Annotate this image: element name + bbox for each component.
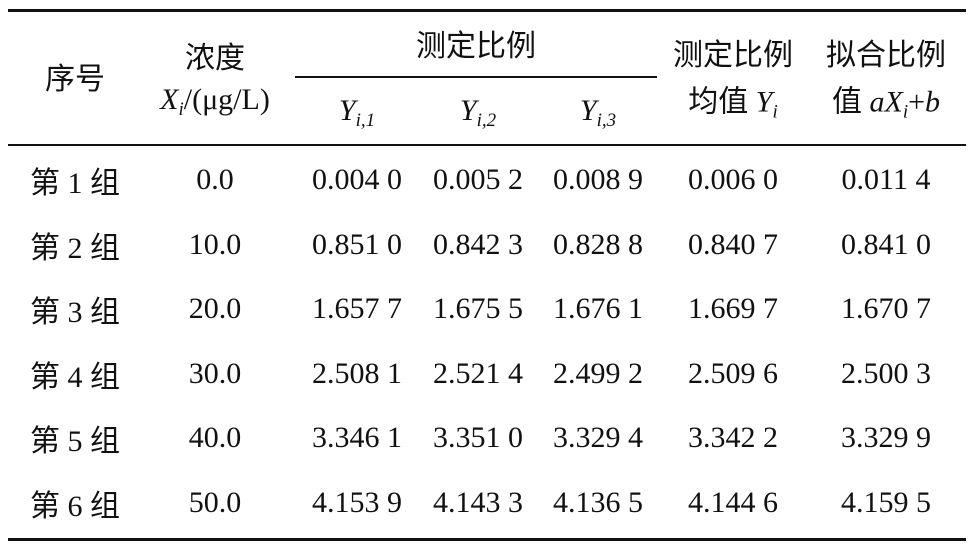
cell: 1.670 7 (841, 292, 931, 326)
cell: 10.0 (188, 227, 242, 261)
cell: 20.0 (188, 292, 242, 326)
op: + (908, 85, 926, 119)
row-label: 第 6 组 (30, 490, 120, 523)
cell: 3.351 0 (433, 421, 523, 455)
cell: 0.0 (196, 163, 234, 196)
cell: 4.159 5 (841, 486, 931, 519)
const: b (925, 85, 941, 119)
header-mean: 测定比例 (673, 39, 793, 72)
header-measured: 测定比例 (416, 30, 536, 63)
cell: 2.499 2 (553, 356, 643, 390)
cell: 1.657 7 (312, 292, 402, 326)
header-rule (8, 144, 966, 146)
header-conc: 浓度 (185, 42, 245, 75)
cell: 0.828 8 (553, 227, 643, 261)
cell: 0.841 0 (841, 227, 931, 261)
var: Y (755, 85, 773, 119)
bottom-rule (8, 538, 966, 541)
var: Y (459, 94, 477, 127)
header-sample: Yi,2 (460, 94, 496, 132)
cell: 2.521 4 (433, 356, 523, 390)
header-sample: Yi,1 (339, 94, 375, 132)
header-fit-2: 值 aXi+b (832, 77, 940, 124)
text: 均值 (688, 85, 756, 119)
cell: 0.004 0 (312, 163, 402, 196)
cell: 30.0 (188, 356, 242, 390)
cell: 0.851 0 (312, 227, 402, 261)
cell: 2.509 6 (688, 356, 778, 390)
cell: 1.676 1 (553, 292, 643, 326)
sub: i,2 (476, 110, 497, 131)
cell: 1.675 5 (433, 292, 523, 326)
cell: 40.0 (188, 421, 242, 455)
sub: i,1 (355, 110, 376, 131)
group-rule (295, 76, 657, 78)
sub: i (178, 99, 184, 120)
cell: 3.329 9 (841, 421, 931, 455)
var: Y (338, 94, 356, 127)
cell: 50.0 (188, 486, 242, 519)
top-rule (8, 9, 966, 12)
cell: 0.842 3 (433, 227, 523, 261)
header-conc-unit: Xi/(μg/L) (160, 83, 270, 121)
cell: 0.840 7 (688, 227, 778, 261)
cell: 4.136 5 (553, 486, 643, 519)
row-label: 第 4 组 (30, 360, 120, 394)
cell: 1.669 7 (688, 292, 778, 326)
sub: i (772, 101, 778, 123)
header-fit: 拟合比例 (826, 39, 946, 72)
var: X (160, 83, 179, 116)
row-label: 第 3 组 (30, 296, 120, 330)
text: 值 (831, 85, 870, 119)
cell: 3.346 1 (312, 421, 402, 455)
cell: 2.508 1 (312, 356, 402, 390)
var: Y (579, 94, 597, 127)
header-mean-2: 均值 Yi (688, 77, 777, 124)
cell: 0.008 9 (553, 163, 643, 196)
row-label: 第 2 组 (30, 231, 120, 265)
cell: 2.500 3 (841, 356, 931, 390)
coef: a (869, 85, 885, 119)
cell: 4.144 6 (688, 486, 778, 519)
row-label: 第 5 组 (30, 425, 120, 459)
header-index: 序号 (45, 63, 105, 96)
cell: 0.006 0 (688, 163, 778, 196)
unit: /(μg/L) (183, 83, 270, 116)
sub: i,3 (596, 110, 617, 131)
var: X (884, 85, 903, 119)
cell: 0.011 4 (841, 163, 931, 196)
cell: 4.143 3 (433, 486, 523, 519)
cell: 3.342 2 (688, 421, 778, 455)
cell: 3.329 4 (553, 421, 643, 455)
cell: 4.153 9 (312, 486, 402, 519)
header-sample: Yi,3 (580, 94, 616, 132)
sub: i (902, 101, 909, 123)
row-label: 第 1 组 (30, 167, 120, 200)
cell: 0.005 2 (433, 163, 523, 196)
